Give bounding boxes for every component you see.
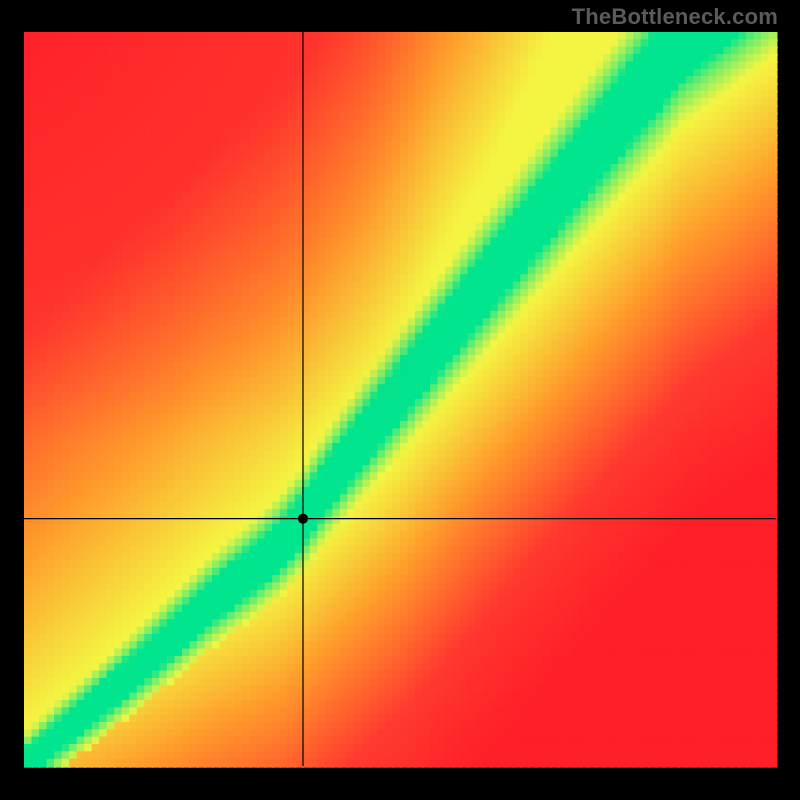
bottleneck-heatmap — [0, 0, 800, 800]
watermark-text: TheBottleneck.com — [572, 4, 778, 30]
chart-container: TheBottleneck.com — [0, 0, 800, 800]
